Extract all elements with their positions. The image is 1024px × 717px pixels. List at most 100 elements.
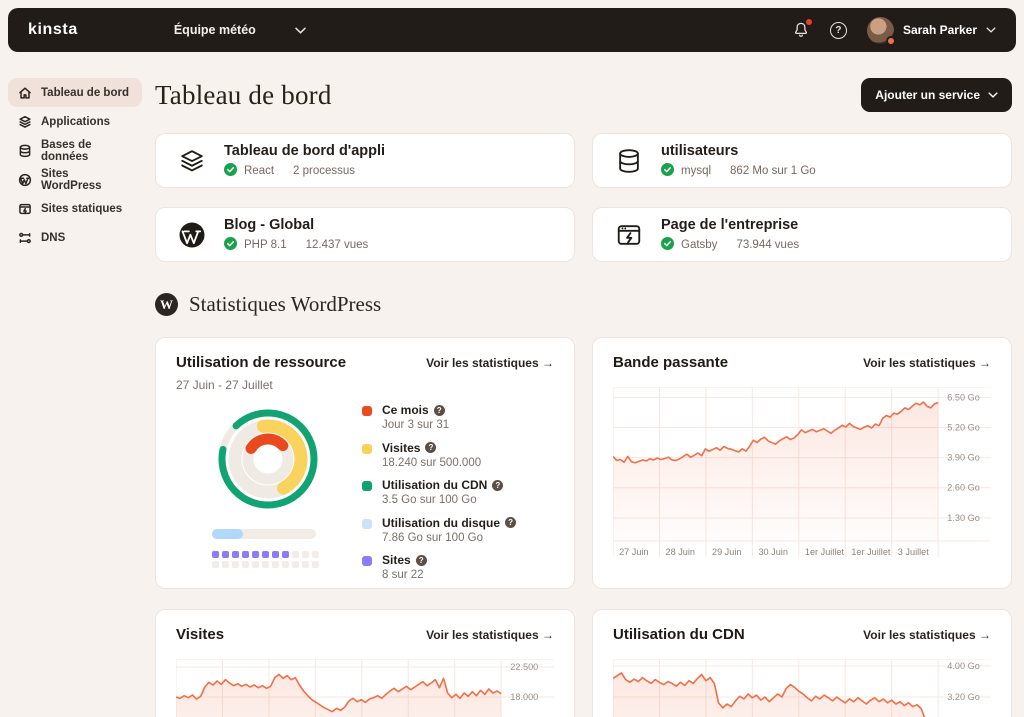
- avatar-status-badge: [885, 35, 896, 46]
- site-dot-empty: [292, 551, 299, 558]
- legend-label-text: Sites: [382, 553, 411, 567]
- y-axis-tick: 6.50 Go: [947, 392, 980, 402]
- legend-label-text: Ce mois: [382, 403, 429, 417]
- y-axis-tick: 4.00 Go: [947, 661, 980, 671]
- help-button[interactable]: ?: [829, 21, 847, 39]
- x-axis-tick: 27 Juin: [619, 547, 648, 557]
- service-status: PHP 8.1 12.437 vues: [224, 236, 369, 253]
- service-tech: React: [244, 164, 275, 177]
- site-dot-empty: [272, 561, 279, 568]
- service-card[interactable]: utilisateurs mysql 862 Mo sur 1 Go: [592, 133, 1012, 188]
- legend-marker: [362, 518, 372, 529]
- home-icon: [18, 86, 32, 100]
- site-dot-filled: [212, 551, 219, 558]
- status-check-icon: [224, 162, 237, 179]
- site-dot-empty: [282, 561, 289, 568]
- bell-icon: [794, 22, 807, 37]
- help-icon[interactable]: ?: [505, 517, 517, 528]
- view-statistics-link[interactable]: Voir les statistiques →: [426, 355, 554, 370]
- service-card[interactable]: Tableau de bord d'appli React 2 processus: [155, 133, 575, 188]
- legend-label-text: Visites: [382, 440, 421, 455]
- site-dot-filled: [262, 551, 269, 558]
- view-statistics-link[interactable]: Voir les statistiques →: [426, 627, 554, 642]
- chevron-down-icon: [986, 27, 996, 33]
- sidebar-item-wordpress[interactable]: Sites WordPress: [8, 165, 142, 194]
- cdn-chart: 4.00 Go 3.20 Go: [613, 659, 991, 717]
- site-dot-empty: [312, 561, 319, 568]
- site-dot-empty: [252, 561, 259, 568]
- legend-label: Ce mois?: [382, 403, 449, 417]
- service-tech: mysql: [681, 164, 712, 177]
- site-dot-empty: [242, 561, 249, 568]
- team-selector[interactable]: Équipe météo: [174, 23, 306, 37]
- y-axis-tick: 3.90 Go: [947, 453, 980, 463]
- disk-usage-progressbar: [212, 529, 316, 539]
- y-axis-tick: 2.60 Go: [947, 483, 980, 493]
- wordpress-icon: [18, 173, 32, 187]
- wordpress-icon: W: [155, 293, 178, 316]
- sidebar-item-label: Bases de données: [41, 138, 92, 163]
- service-card[interactable]: Blog - Global PHP 8.1 12.437 vues: [155, 207, 575, 262]
- legend-marker: [362, 556, 372, 566]
- windowbolt-icon: [613, 219, 645, 251]
- cdn-series-line: [613, 672, 926, 717]
- y-axis-tick: 1.30 Go: [947, 513, 980, 523]
- service-metric: 12.437 vues: [305, 238, 369, 251]
- service-title: Blog - Global: [224, 216, 315, 233]
- x-axis-tick: 1er Juillet: [851, 547, 891, 557]
- help-icon[interactable]: ?: [425, 442, 437, 453]
- database-icon: [613, 145, 645, 177]
- legend-item: Utilisation du disque? 7.86 Go sur 100 Go: [362, 516, 554, 544]
- notifications-button[interactable]: [792, 19, 812, 39]
- user-name: Sarah Parker: [902, 23, 977, 37]
- layers-icon: [18, 115, 32, 129]
- sidebar-item-static[interactable]: Sites statiques: [8, 194, 142, 223]
- user-menu[interactable]: Sarah Parker: [866, 16, 996, 46]
- resource-legend: Ce mois? Jour 3 sur 31 Visites? 18.240 sur …: [358, 403, 554, 591]
- site-dot-empty: [262, 561, 269, 568]
- status-check-icon: [661, 162, 674, 179]
- legend-label-text: Utilisation du CDN: [382, 478, 488, 492]
- view-statistics-link[interactable]: Voir les statistiques →: [863, 355, 991, 370]
- legend-label: Visites?: [382, 441, 481, 455]
- legend-value: 7.86 Go sur 100 Go: [382, 531, 484, 544]
- resource-visuals: [176, 403, 358, 591]
- sidebar-item-label: DNS: [41, 231, 66, 244]
- sidebar-item-dns[interactable]: DNS: [8, 223, 142, 252]
- site-dot-filled: [282, 551, 289, 558]
- service-card[interactable]: Page de l'entreprise Gatsby 73.944 vues: [592, 207, 1012, 262]
- site-dot-filled: [232, 551, 239, 558]
- sites-dots-grid: [212, 551, 322, 568]
- legend-label-text: Utilisation du disque: [382, 515, 501, 530]
- help-icon[interactable]: ?: [415, 554, 427, 566]
- view-statistics-link[interactable]: Voir les statistiques →: [863, 627, 991, 642]
- x-axis-tick: 1er Juillet: [805, 547, 845, 557]
- site-dot-empty: [222, 561, 229, 568]
- sidebar-item-dashboard[interactable]: Tableau de bord: [8, 78, 142, 107]
- site-dot-empty: [302, 551, 309, 558]
- legend-value: Jour 3 sur 31: [382, 419, 450, 431]
- visits-series-line: [176, 673, 502, 713]
- sidebar-item-databases[interactable]: Bases de données: [8, 136, 142, 165]
- sidebar-item-label: Sites WordPress: [41, 167, 102, 192]
- card-title: Utilisation de ressource: [176, 354, 347, 371]
- legend-item: Utilisation du CDN? 3.5 Go sur 100 Go: [362, 478, 554, 506]
- x-axis-tick: 28 Juin: [666, 547, 695, 557]
- sidebar-item-applications[interactable]: Applications: [8, 107, 142, 136]
- kinsta-logo[interactable]: kinsta: [28, 21, 78, 38]
- add-service-button[interactable]: Ajouter un service: [861, 78, 1012, 112]
- wordpress-icon: [176, 219, 208, 251]
- service-metric: 73.944 vues: [736, 238, 800, 251]
- legend-marker: [362, 406, 372, 416]
- x-axis-tick: 29 Juin: [712, 547, 741, 557]
- site-dot-filled: [252, 551, 259, 558]
- resource-usage-card: Utilisation de ressource Voir les statis…: [155, 337, 575, 589]
- site-dot-filled: [272, 551, 279, 558]
- service-title: utilisateurs: [661, 142, 739, 159]
- help-icon[interactable]: ?: [433, 404, 445, 416]
- add-service-label: Ajouter un service: [875, 88, 980, 102]
- card-title: Utilisation du CDN: [613, 626, 745, 643]
- service-status: React 2 processus: [224, 162, 385, 179]
- site-dot-empty: [292, 561, 299, 568]
- help-icon[interactable]: ?: [492, 479, 504, 491]
